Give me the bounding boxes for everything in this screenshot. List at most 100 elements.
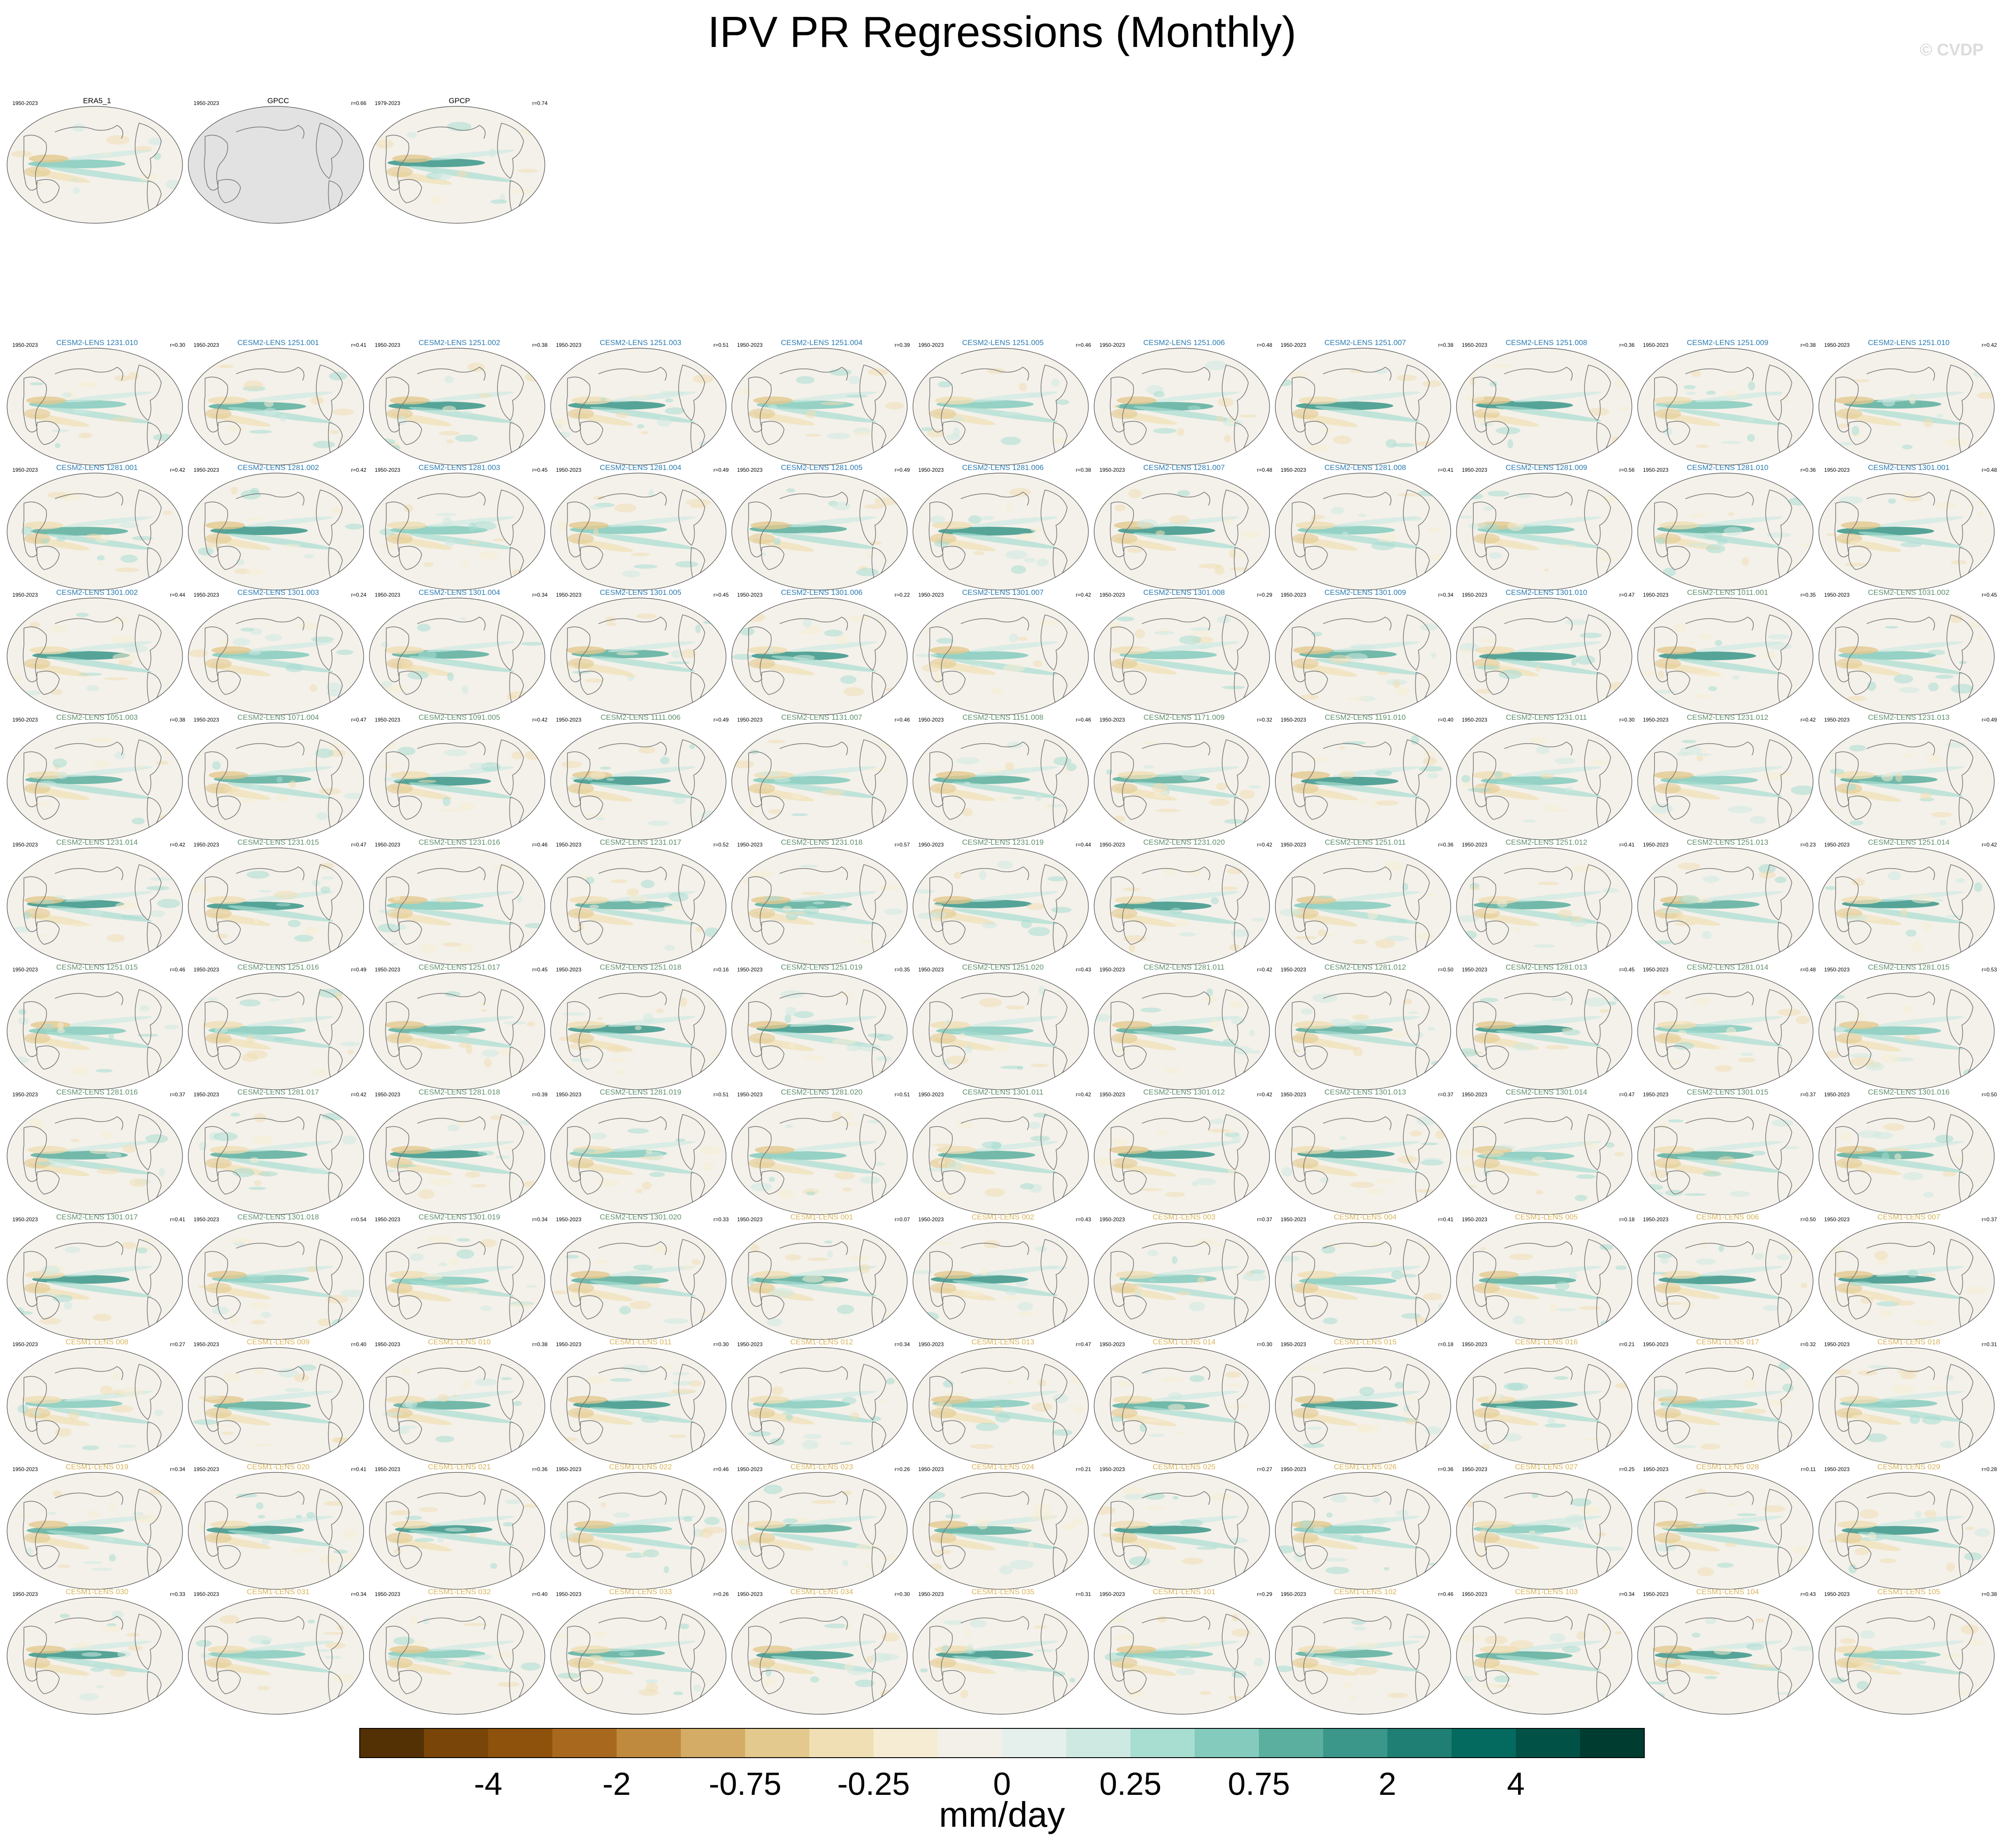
- panel-years-label: 1950-2023: [1824, 1216, 1850, 1223]
- map-outline: [1275, 1222, 1451, 1340]
- map-panel-grid: 1950-2023 ERA5_1 1950-2023 GPCC r=0.66 1979-2…: [6, 97, 2000, 1715]
- panel-correlation-label: r=0.26: [713, 1591, 729, 1597]
- panel-correlation-label: r=0.42: [532, 717, 548, 723]
- panel-member-label: CESM2-LENS 1251.002: [418, 338, 501, 347]
- panel-correlation-label: r=0.42: [1257, 967, 1272, 973]
- panel-years-label: 1950-2023: [1099, 1216, 1125, 1223]
- map-outline: [1637, 1472, 1814, 1590]
- map-outline: [7, 348, 183, 466]
- map-outline: [913, 722, 1089, 840]
- panel-years-label: 1950-2023: [1643, 467, 1669, 473]
- panel-member-label: CESM2-LENS 1301.002: [56, 588, 138, 597]
- panel-member-label: CESM2-LENS 1281.002: [237, 463, 319, 472]
- panel-years-label: 1950-2023: [1643, 1341, 1669, 1347]
- colorbar-swatch: [1259, 1728, 1324, 1758]
- map-panel: 1950-2023 CESM2-LENS 1281.007 r=0.48: [1093, 463, 1275, 591]
- regression-field: [204, 123, 343, 215]
- regression-field: [1457, 489, 1617, 582]
- map-outline: [550, 972, 726, 1090]
- panel-member-label: CESM2-LENS 1251.014: [1868, 838, 1950, 846]
- map-panel: 1950-2023 CESM2-LENS 1151.008 r=0.46: [912, 713, 1094, 841]
- map-plot: [369, 598, 545, 715]
- panel-correlation-label: r=0.36: [1438, 842, 1453, 848]
- regression-field: [1291, 989, 1451, 1081]
- map-panel: 1950-2023 CESM1-LENS 102 r=0.46: [1274, 1588, 1456, 1715]
- panel-years-label: 1950-2023: [12, 1091, 38, 1098]
- map-plot: [1275, 1097, 1451, 1215]
- regression-field: [747, 1239, 899, 1331]
- map-plot: [913, 1347, 1089, 1465]
- map-plot: [550, 1347, 726, 1465]
- map-panel: 1950-2023 CESM1-LENS 026 r=0.36: [1274, 1463, 1456, 1590]
- map-outline: [1094, 1597, 1270, 1715]
- panel-correlation-label: r=0.47: [351, 717, 366, 723]
- map-panel: 1950-2023 CESM1-LENS 007 r=0.37: [1818, 1213, 2000, 1340]
- map-plot: [1275, 847, 1451, 965]
- panel-years-label: 1950-2023: [1824, 342, 1850, 348]
- panel-correlation-label: r=0.46: [1438, 1591, 1453, 1597]
- panel-years-label: 1950-2023: [1462, 342, 1487, 348]
- map-outline: [550, 1222, 726, 1340]
- map-plot: [1456, 473, 1632, 590]
- panel-member-label: CESM2-LENS 1031.002: [1868, 588, 1950, 597]
- panel-years-label: 1950-2023: [1281, 1341, 1306, 1347]
- panel-member-label: CESM2-LENS 1301.003: [237, 588, 319, 597]
- map-plot: [1637, 1222, 1814, 1340]
- map-outline: [731, 1222, 908, 1340]
- panel-member-label: CESM2-LENS 1301.018: [237, 1213, 319, 1221]
- panel-correlation-label: r=0.38: [1076, 467, 1091, 473]
- map-plot: [1456, 598, 1632, 715]
- regression-field: [1290, 735, 1444, 831]
- panel-correlation-label: r=0.11: [1801, 1466, 1816, 1472]
- panel-years-label: 1950-2023: [556, 1216, 582, 1223]
- panel-years-label: 1950-2023: [556, 1591, 582, 1597]
- map-outline: [731, 1347, 908, 1465]
- panel-correlation-label: r=0.25: [1619, 1466, 1635, 1472]
- map-outline: [1094, 1097, 1270, 1215]
- panel-years-label: 1950-2023: [194, 1466, 219, 1472]
- map-outline: [1275, 722, 1451, 840]
- map-plot: [1637, 1347, 1814, 1465]
- colorbar-tick-label: 4: [1507, 1766, 1525, 1802]
- map-outline: [1456, 972, 1632, 1090]
- map-panel: 1950-2023 CESM2-LENS 1251.016 r=0.49: [187, 963, 369, 1091]
- map-outline: [1456, 847, 1632, 965]
- panel-correlation-label: r=0.33: [713, 1216, 729, 1223]
- colorbar-swatch: [1002, 1728, 1067, 1758]
- map-panel: 1950-2023 CESM2-LENS 1281.006 r=0.38: [912, 463, 1094, 591]
- panel-correlation-label: r=0.38: [532, 342, 548, 348]
- map-plot: [1094, 1472, 1270, 1590]
- panel-years-label: 1950-2023: [375, 967, 400, 973]
- map-panel: 1950-2023 CESM2-LENS 1281.001 r=0.42: [6, 463, 188, 591]
- regression-field: [188, 862, 343, 956]
- map-outline: [913, 847, 1089, 965]
- panel-correlation-label: r=0.49: [351, 967, 366, 973]
- regression-field: [1106, 739, 1261, 831]
- panel-correlation-label: r=0.47: [351, 842, 366, 848]
- panel-years-label: 1950-2023: [375, 842, 400, 848]
- map-outline: [1456, 1472, 1632, 1590]
- regression-field: [1653, 1485, 1812, 1581]
- map-plot: [188, 1347, 364, 1465]
- panel-correlation-label: r=0.47: [1076, 1341, 1091, 1347]
- panel-member-label: CESM2-LENS 1281.003: [418, 463, 501, 472]
- map-plot: [1094, 722, 1270, 840]
- panel-years-label: 1950-2023: [556, 592, 582, 598]
- map-plot: [913, 598, 1089, 715]
- map-outline: [1818, 1347, 1995, 1465]
- panel-correlation-label: r=0.18: [1619, 1216, 1635, 1223]
- panel-correlation-label: r=0.38: [1800, 342, 1816, 348]
- regression-field: [1094, 988, 1264, 1081]
- map-plot: [1637, 722, 1814, 840]
- panel-member-label: CESM2-LENS 1281.018: [418, 1088, 501, 1096]
- map-outline: [7, 1222, 183, 1340]
- regression-field: [1467, 1489, 1625, 1581]
- panel-years-label: 1950-2023: [1824, 1466, 1850, 1472]
- panel-years-label: 1950-2023: [375, 1091, 400, 1098]
- colorbar-swatch: [1580, 1728, 1645, 1758]
- map-outline: [1094, 972, 1270, 1090]
- regression-field: [1827, 1239, 1988, 1331]
- panel-member-label: CESM2-LENS 1251.011: [1324, 838, 1406, 846]
- panel-years-label: 1950-2023: [556, 717, 582, 723]
- panel-member-label: CESM2-LENS 1251.005: [962, 338, 1044, 347]
